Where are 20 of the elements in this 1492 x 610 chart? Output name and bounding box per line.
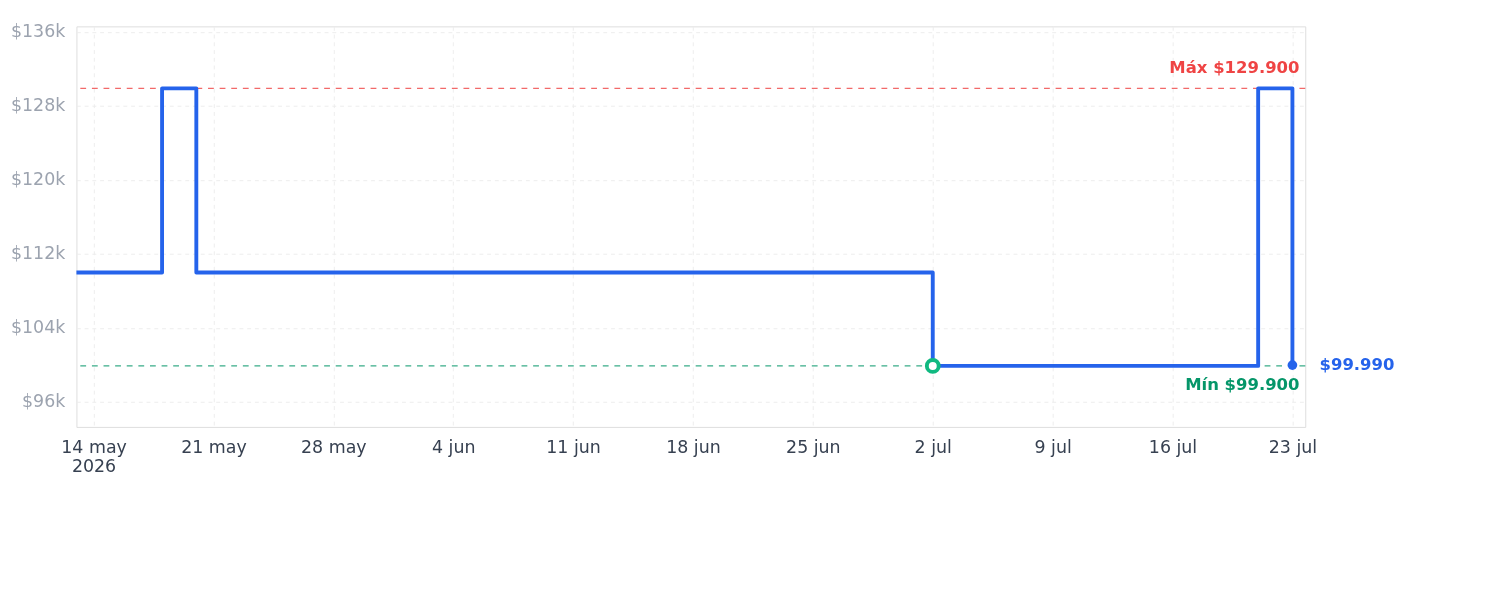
x-tick-label: 2 jul: [914, 436, 952, 457]
x-tick-label: 25 jun: [786, 436, 841, 457]
y-tick-label: $120k: [10, 169, 67, 190]
x-tick-label: 4 jun: [431, 436, 476, 457]
x-tick-label: 18 jun: [666, 436, 721, 457]
y-tick-label: $104k: [10, 317, 67, 338]
data-label: $99.990: [1319, 354, 1395, 374]
x-tick-label: 14 may 2026: [61, 436, 127, 476]
x-tick-label: 11 jun: [546, 436, 601, 457]
x-tick-label: 23 jul: [1268, 436, 1318, 457]
y-tick-label: $112k: [10, 243, 67, 264]
ref-line-label: Mín $99.900: [1185, 375, 1300, 395]
x-tick-label: 21 may: [181, 436, 247, 457]
y-tick-label: $96k: [22, 391, 67, 412]
x-tick-label: 9 jul: [1034, 436, 1072, 457]
y-tick-label: $136k: [10, 21, 67, 42]
ref-line-label: Máx $129.900: [1169, 57, 1300, 77]
x-tick-label: 28 may: [301, 436, 367, 457]
y-tick-label: $128k: [10, 95, 67, 116]
x-tick-label: 16 jul: [1148, 436, 1198, 457]
